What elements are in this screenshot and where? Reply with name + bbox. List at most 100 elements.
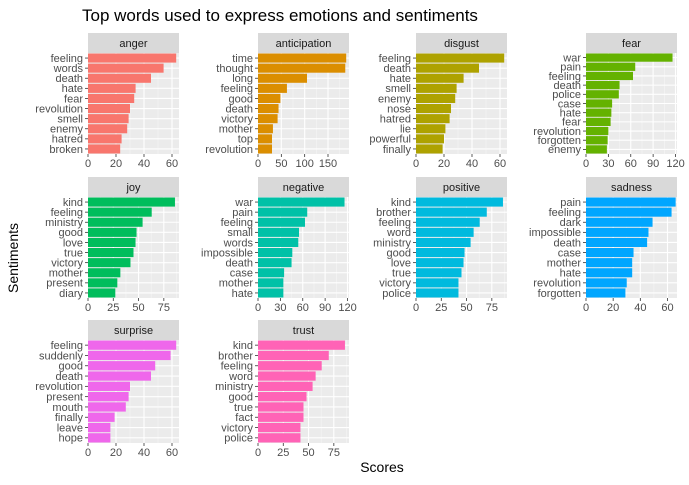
bar: [88, 248, 134, 258]
x-tick-label: 75: [158, 302, 170, 314]
category-label: brother: [218, 350, 253, 362]
bar: [88, 371, 151, 381]
category-label: death: [225, 103, 253, 115]
facet-strip-label: positive: [443, 182, 480, 194]
facet-strip-label: joy: [125, 182, 141, 194]
category-label: love: [63, 237, 83, 249]
x-tick-label: 25: [277, 447, 289, 459]
category-label: good: [59, 227, 83, 239]
category-label: death: [225, 257, 253, 269]
bar: [88, 350, 171, 361]
category-label: love: [391, 257, 411, 269]
category-label: enemy: [548, 144, 582, 156]
x-tick-label: 150: [319, 158, 337, 170]
x-tick-label: 20: [110, 158, 122, 170]
category-label: good: [59, 361, 83, 373]
category-label: hate: [560, 268, 581, 280]
facet-strip: [88, 177, 179, 197]
x-tick-label: 60: [494, 158, 506, 170]
category-label: war: [562, 52, 581, 64]
x-tick-label: 60: [625, 158, 637, 170]
bar: [88, 114, 129, 124]
bar: [416, 124, 446, 134]
bar: [416, 63, 479, 73]
category-label: mother: [547, 257, 582, 269]
category-label: kind: [63, 197, 83, 209]
bar: [586, 227, 649, 237]
category-label: leave: [57, 422, 83, 434]
category-label: good: [387, 247, 411, 259]
bar: [586, 237, 648, 247]
bar: [586, 62, 636, 71]
x-tick-label: 30: [602, 158, 614, 170]
category-label: forgotten: [538, 288, 581, 300]
x-tick-label: 40: [138, 447, 150, 459]
bar: [258, 93, 281, 103]
bar: [586, 268, 633, 278]
category-label: mouth: [52, 402, 83, 414]
bar: [586, 126, 609, 136]
facet-strip-label: negative: [283, 182, 325, 194]
bar: [88, 144, 121, 154]
x-tick-label: 20: [438, 158, 450, 170]
bar: [416, 258, 464, 268]
bar: [416, 53, 505, 63]
facet-strip-label: sadness: [611, 182, 652, 194]
category-label: death: [553, 80, 581, 92]
bar: [88, 197, 175, 207]
bar: [258, 144, 272, 154]
x-tick-label: 0: [85, 447, 91, 459]
category-label: small: [227, 227, 253, 239]
facet-panel-sadness: sadness 0 20 40 60 painfeelingdarkimpossibled…: [529, 177, 677, 314]
bar: [258, 227, 300, 237]
x-tick-label: 50: [275, 158, 287, 170]
category-label: present: [46, 391, 83, 403]
bar: [88, 361, 156, 371]
bar: [416, 288, 459, 298]
x-tick-label: 40: [634, 302, 646, 314]
bar: [88, 381, 130, 391]
bar: [416, 144, 443, 154]
category-label: feeling: [51, 53, 83, 65]
bar: [88, 237, 136, 247]
category-label: finally: [55, 412, 84, 424]
category-label: death: [383, 63, 411, 75]
bar: [258, 258, 292, 268]
bar: [258, 278, 284, 288]
bar: [586, 90, 619, 99]
bar: [88, 73, 151, 83]
bar: [88, 422, 111, 433]
category-label: case: [558, 98, 581, 110]
category-label: impossible: [529, 227, 581, 239]
x-tick-label: 25: [435, 302, 447, 314]
x-tick-label: 30: [274, 302, 286, 314]
facet-panel-surprise: surprise 0 20 40 60 feelingsuddenlygooddeathr…: [35, 320, 179, 459]
facet-strip-label: anticipation: [276, 38, 332, 50]
bar: [88, 402, 126, 412]
bar: [416, 207, 487, 217]
y-axis-title: Sentiments: [5, 223, 21, 293]
bar: [586, 145, 607, 154]
bar: [88, 124, 128, 134]
category-label: revolution: [533, 126, 581, 138]
bar: [88, 63, 164, 73]
bar: [258, 134, 272, 144]
x-tick-label: 50: [302, 447, 314, 459]
category-label: mother: [49, 268, 84, 280]
x-tick-label: 0: [255, 302, 261, 314]
category-label: feeling: [51, 340, 83, 352]
bar: [416, 134, 444, 144]
bar: [586, 108, 612, 117]
bar: [88, 217, 143, 227]
category-label: police: [552, 89, 581, 101]
x-tick-label: 0: [85, 158, 91, 170]
bar: [586, 207, 672, 217]
facet-panel-fear: fear 0 30 60 90 120 warpainfeelingdeathpolicec…: [533, 33, 685, 170]
category-label: true: [392, 268, 411, 280]
bar: [88, 268, 121, 278]
category-label: feeling: [379, 217, 411, 229]
category-label: true: [64, 247, 83, 259]
bar: [416, 217, 480, 227]
facet-strip: [416, 33, 507, 53]
